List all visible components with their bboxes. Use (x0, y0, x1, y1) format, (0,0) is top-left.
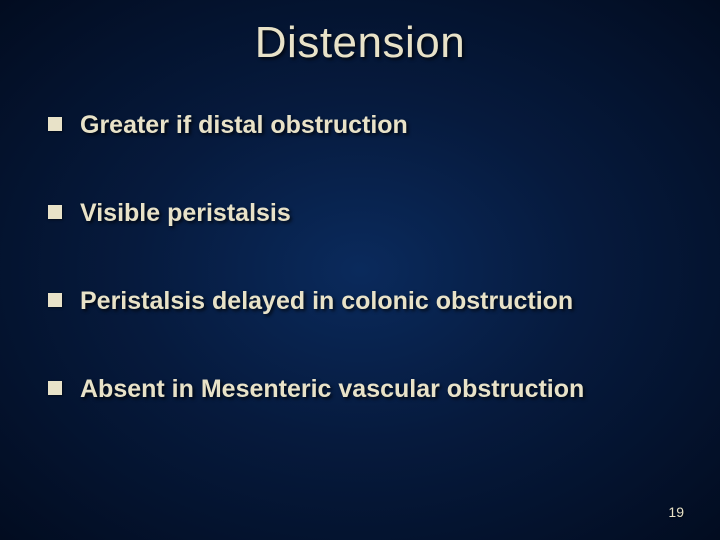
square-bullet-icon (48, 381, 62, 395)
bullet-text: Visible peristalsis (80, 198, 291, 228)
bullet-text: Absent in Mesenteric vascular obstructio… (80, 374, 584, 404)
bullet-text: Peristalsis delayed in colonic obstructi… (80, 286, 573, 316)
slide-title: Distension (40, 18, 680, 68)
bullet-text: Greater if distal obstruction (80, 110, 408, 140)
bullet-list: Greater if distal obstruction Visible pe… (40, 110, 680, 404)
square-bullet-icon (48, 205, 62, 219)
slide: Distension Greater if distal obstruction… (0, 0, 720, 540)
list-item: Absent in Mesenteric vascular obstructio… (48, 374, 680, 404)
list-item: Greater if distal obstruction (48, 110, 680, 140)
square-bullet-icon (48, 293, 62, 307)
list-item: Peristalsis delayed in colonic obstructi… (48, 286, 680, 316)
list-item: Visible peristalsis (48, 198, 680, 228)
page-number: 19 (668, 504, 684, 520)
square-bullet-icon (48, 117, 62, 131)
